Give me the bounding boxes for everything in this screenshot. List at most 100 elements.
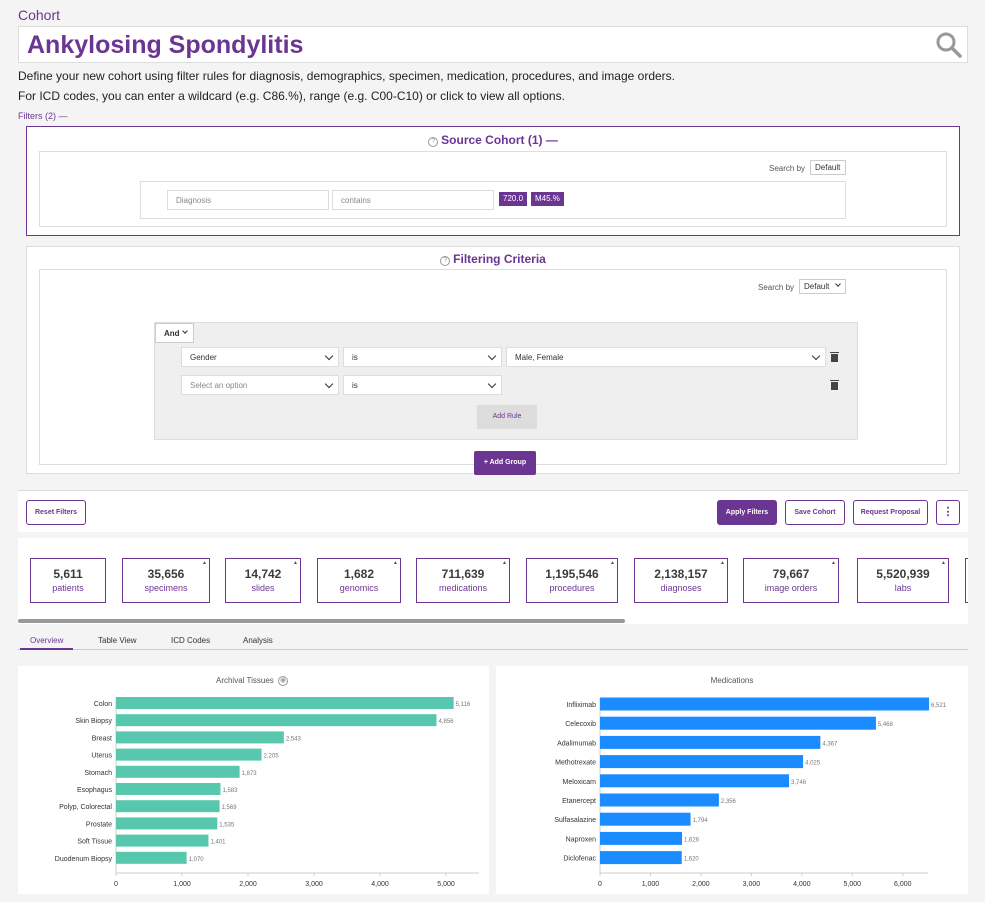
rule-field-select[interactable]: Gender	[181, 347, 339, 367]
rule-field-select[interactable]: Select an option	[181, 375, 339, 395]
cohort-title-field[interactable]: Ankylosing Spondylitis	[18, 26, 968, 63]
description-line-2: For ICD codes, you can enter a wildcard …	[18, 89, 565, 103]
rule-operator-select[interactable]: is	[343, 375, 502, 395]
stat-card-procedures[interactable]: ▲ 1,195,546 procedures	[526, 558, 618, 603]
search-by-label: Search by	[769, 164, 806, 173]
expand-marker-icon: ▲	[720, 560, 725, 566]
data-label: 1,535	[219, 822, 235, 828]
chevron-down-icon	[324, 351, 334, 361]
stat-label: diagnoses	[660, 583, 702, 593]
source-cohort-title: Source Cohort (1) —	[441, 133, 558, 147]
tab-analysis[interactable]: Analysis	[243, 636, 273, 645]
stats-strip: 5,611 patients ▲ 35,656 specimens ▲ 14,742 sl…	[18, 538, 968, 624]
icd-tag[interactable]: 720.0	[499, 192, 528, 206]
tick-label: 2,000	[692, 881, 710, 888]
filtering-criteria-title: Filtering Criteria	[453, 252, 546, 266]
expand-marker-icon: ▲	[831, 560, 836, 566]
data-label: 1,794	[693, 818, 709, 824]
search-by-select[interactable]: Default	[810, 160, 846, 175]
tick-label: 4,000	[371, 881, 389, 888]
data-label: 1,620	[684, 857, 700, 863]
reset-filters-button[interactable]: Reset Filters	[26, 500, 86, 525]
stat-card-labs[interactable]: ▲ 5,520,939 labs	[857, 558, 949, 603]
data-label: 2,543	[286, 736, 302, 742]
rule-field-value: Gender	[190, 353, 217, 362]
info-icon[interactable]: ◉	[278, 676, 289, 686]
rule-operator-value: is	[352, 353, 358, 362]
add-group-button[interactable]: + Add Group	[474, 451, 536, 475]
chart-bar	[116, 731, 284, 744]
rule-value-select[interactable]: Male, Female	[506, 347, 826, 367]
category-label: Etanercept	[562, 798, 596, 805]
stat-card-diagnoses[interactable]: ▲ 2,138,157 diagnoses	[634, 558, 728, 603]
source-cohort-rules: Search by Default Diagnosis contains 720…	[39, 151, 947, 227]
rule-operator-select[interactable]: is	[343, 347, 502, 367]
category-label: Infliximab	[566, 702, 596, 709]
tick-label: 5,000	[844, 881, 862, 888]
diagnosis-field[interactable]: Diagnosis	[167, 190, 329, 210]
stat-card-partial[interactable]	[965, 558, 968, 603]
category-label: Diclofenac	[563, 856, 596, 863]
stat-card-genomics[interactable]: ▲ 1,682 genomics	[317, 558, 401, 603]
stat-card-image-orders[interactable]: ▲ 79,667 image orders	[743, 558, 839, 603]
rule-value: Male, Female	[515, 353, 564, 362]
category-label: Sulfasalazine	[554, 817, 596, 824]
category-label: Adalimumab	[557, 740, 596, 747]
stat-value: 5,520,939	[876, 567, 930, 581]
stat-card-specimens[interactable]: ▲ 35,656 specimens	[122, 558, 210, 603]
category-label: Skin Biopsy	[75, 718, 112, 725]
tab-icd-codes[interactable]: ICD Codes	[171, 636, 211, 645]
archival-tissues-card: Archival Tissues ◉ Colon 5,116 Skin Biopsy…	[18, 666, 489, 894]
stat-label: procedures	[549, 583, 595, 593]
stat-value: 711,639	[441, 567, 485, 581]
filters-toggle[interactable]: Filters (2) —	[18, 111, 68, 121]
operator-field[interactable]: contains	[332, 190, 494, 210]
icd-tag[interactable]: M45.%	[531, 192, 564, 206]
chart-bar	[116, 834, 209, 847]
stat-card-patients[interactable]: 5,611 patients	[30, 558, 106, 603]
data-label: 1,626	[684, 837, 700, 843]
horizontal-scrollbar[interactable]	[18, 619, 625, 623]
tick-label: 1,000	[173, 881, 191, 888]
tab-table-view[interactable]: Table View	[98, 636, 137, 645]
conjunction-select[interactable]: And	[155, 323, 194, 343]
stat-card-medications[interactable]: ▲ 711,639 medications	[416, 558, 510, 603]
request-proposal-button[interactable]: Request Proposal	[853, 500, 928, 525]
category-label: Breast	[92, 735, 112, 742]
chart-bar	[600, 851, 682, 865]
search-by-value: Default	[804, 282, 830, 291]
medications-card: Medications Infliximab 6,521 Celecoxib 5,46…	[496, 666, 968, 894]
expand-marker-icon: ▲	[202, 560, 207, 566]
stat-value: 1,195,546	[545, 567, 599, 581]
search-icon[interactable]	[935, 31, 963, 59]
save-cohort-button[interactable]: Save Cohort	[785, 500, 845, 525]
trash-icon[interactable]	[830, 352, 839, 362]
chart-bar	[116, 800, 220, 813]
apply-filters-button[interactable]: Apply Filters	[717, 500, 777, 525]
trash-icon[interactable]	[830, 380, 839, 390]
view-tabs: Overview Table View ICD Codes Analysis	[18, 632, 968, 650]
archival-tissues-chart: Colon 5,116 Skin Biopsy 4,856 Breast 2,543 Ute…	[55, 697, 479, 888]
tab-overview[interactable]: Overview	[20, 636, 74, 650]
category-label: Prostate	[86, 821, 112, 828]
chart-bar	[600, 774, 790, 788]
source-cohort-header[interactable]: ? Source Cohort (1) —	[27, 133, 959, 147]
medications-chart: Infliximab 6,521 Celecoxib 5,468 Adalimumab 4…	[554, 697, 947, 888]
chart-bar	[116, 783, 221, 795]
tick-label: 4,000	[793, 881, 811, 888]
chevron-down-icon	[487, 351, 497, 361]
help-icon[interactable]: ?	[428, 137, 439, 147]
expand-marker-icon: ▲	[941, 560, 946, 566]
stat-card-slides[interactable]: ▲ 14,742 slides	[225, 558, 301, 603]
category-label: Celecoxib	[565, 721, 596, 728]
help-icon[interactable]: ?	[440, 256, 451, 266]
chart-bar	[116, 748, 262, 761]
tick-label: 5,000	[437, 881, 455, 888]
search-by-select[interactable]: Default	[799, 279, 846, 294]
stat-value: 79,667	[772, 567, 810, 581]
expand-marker-icon: ▲	[393, 560, 398, 566]
more-options-button[interactable]: ⋮	[936, 500, 960, 525]
conjunction-label: And	[164, 329, 180, 338]
add-rule-button[interactable]: Add Rule	[477, 405, 537, 429]
chart-bar	[600, 812, 691, 826]
